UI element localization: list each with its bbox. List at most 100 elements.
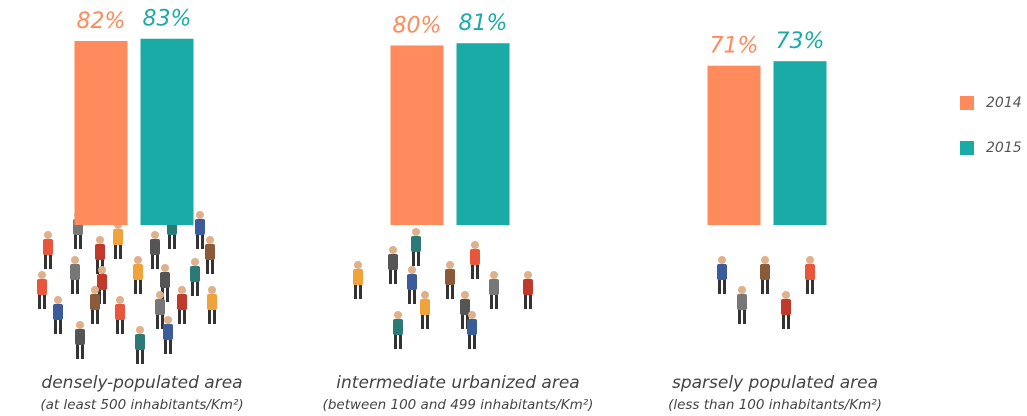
- person-head: [446, 261, 454, 269]
- person-body: [160, 272, 170, 288]
- person-leg: [183, 308, 186, 324]
- person-body: [353, 269, 363, 285]
- person-leg: [446, 283, 449, 299]
- person-body: [407, 274, 417, 290]
- legend-label: 2014: [986, 95, 1022, 111]
- person-leg: [412, 250, 415, 266]
- person-leg: [74, 233, 77, 249]
- person-body: [95, 244, 105, 260]
- person-leg: [141, 348, 144, 364]
- person-leg: [743, 308, 746, 324]
- person-body: [195, 219, 205, 235]
- person-leg: [389, 268, 392, 284]
- person-body: [75, 329, 85, 345]
- bar: [74, 40, 128, 225]
- person-head: [524, 271, 532, 279]
- person-head: [156, 291, 164, 299]
- person-leg: [59, 318, 62, 334]
- person-leg: [806, 278, 809, 294]
- person-head: [421, 291, 429, 299]
- bar: [390, 45, 444, 226]
- person-head: [806, 256, 814, 264]
- person-leg: [173, 233, 176, 249]
- person-leg: [524, 293, 527, 309]
- person-leg: [49, 253, 52, 269]
- person-leg: [114, 243, 117, 259]
- person-leg: [136, 348, 139, 364]
- person-body: [460, 299, 470, 315]
- person-leg: [473, 333, 476, 349]
- person-body: [467, 319, 477, 335]
- value-label: 82%: [77, 9, 126, 34]
- person-leg: [421, 313, 424, 329]
- person-head: [134, 256, 142, 264]
- person-head: [196, 211, 204, 219]
- person-leg: [161, 313, 164, 329]
- person-leg: [164, 338, 167, 354]
- person-body: [760, 264, 770, 280]
- person-leg: [54, 318, 57, 334]
- person-leg: [471, 263, 474, 279]
- person-body: [781, 299, 791, 315]
- legend-label: 2015: [986, 140, 1022, 156]
- person-head: [389, 246, 397, 254]
- person-body: [470, 249, 480, 265]
- person-leg: [394, 333, 397, 349]
- category-note: (at least 500 inhabitants/Km²): [40, 397, 243, 413]
- person-body: [163, 324, 173, 340]
- person-leg: [211, 258, 214, 274]
- person-body: [37, 279, 47, 295]
- person-head: [354, 261, 362, 269]
- legend-swatch: [960, 96, 974, 110]
- person-leg: [426, 313, 429, 329]
- person-leg: [451, 283, 454, 299]
- person-body: [393, 319, 403, 335]
- person-body: [133, 264, 143, 280]
- person-body: [737, 294, 747, 310]
- person-leg: [529, 293, 532, 309]
- category-label: intermediate urbanized area: [336, 373, 579, 393]
- person-leg: [761, 278, 764, 294]
- person-leg: [101, 258, 104, 274]
- person-leg: [417, 250, 420, 266]
- person-head: [718, 256, 726, 264]
- person-leg: [196, 233, 199, 249]
- person-body: [53, 304, 63, 320]
- person-head: [96, 236, 104, 244]
- person-body: [43, 239, 53, 255]
- person-head: [490, 271, 498, 279]
- value-label: 71%: [710, 34, 759, 59]
- person-leg: [394, 268, 397, 284]
- person-leg: [156, 253, 159, 269]
- person-leg: [811, 278, 814, 294]
- person-head: [136, 326, 144, 334]
- person-leg: [119, 243, 122, 259]
- person-body: [207, 294, 217, 310]
- person-leg: [168, 233, 171, 249]
- person-leg: [43, 293, 46, 309]
- person-leg: [490, 293, 493, 309]
- person-body: [489, 279, 499, 295]
- category-label: densely-populated area: [41, 373, 242, 393]
- person-leg: [213, 308, 216, 324]
- person-body: [70, 264, 80, 280]
- person-head: [151, 231, 159, 239]
- person-leg: [151, 253, 154, 269]
- person-leg: [169, 338, 172, 354]
- person-leg: [116, 318, 119, 334]
- person-head: [412, 228, 420, 236]
- person-head: [471, 241, 479, 249]
- person-leg: [201, 233, 204, 249]
- person-head: [206, 236, 214, 244]
- person-leg: [139, 278, 142, 294]
- person-leg: [44, 253, 47, 269]
- person-leg: [156, 313, 159, 329]
- person-body: [523, 279, 533, 295]
- person-head: [394, 311, 402, 319]
- person-head: [461, 291, 469, 299]
- bar: [456, 43, 510, 226]
- person-head: [164, 316, 172, 324]
- person-body: [717, 264, 727, 280]
- person-leg: [413, 288, 416, 304]
